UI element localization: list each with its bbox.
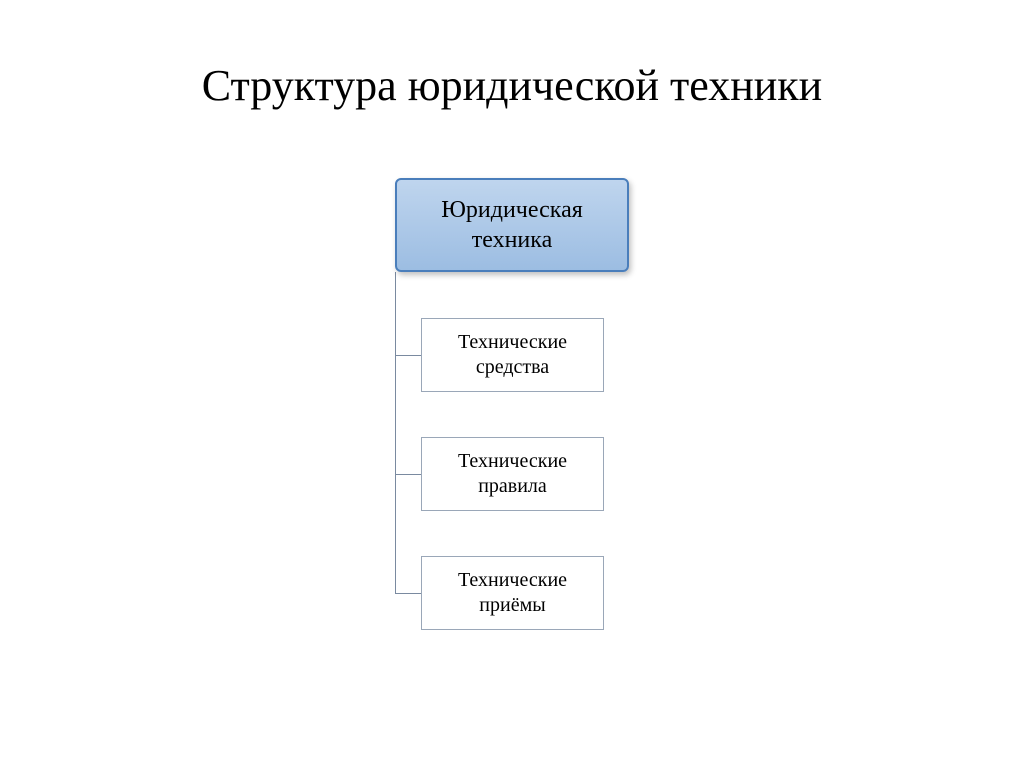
connector-branch-2 <box>395 474 421 475</box>
child-node-2: Техническиеправила <box>421 437 604 511</box>
child-node-label: Техническиеправила <box>458 449 567 499</box>
connector-trunk <box>395 272 396 593</box>
child-node-3: Техническиеприёмы <box>421 556 604 630</box>
slide-title: Структура юридической техники <box>0 60 1024 111</box>
connector-branch-3 <box>395 593 421 594</box>
root-node: Юридическаятехника <box>395 178 629 272</box>
child-node-label: Техническиесредства <box>458 330 567 380</box>
child-node-label: Техническиеприёмы <box>458 568 567 618</box>
connector-branch-1 <box>395 355 421 356</box>
slide: Структура юридической техники Юридическа… <box>0 0 1024 767</box>
child-node-1: Техническиесредства <box>421 318 604 392</box>
root-node-label: Юридическаятехника <box>441 195 583 255</box>
